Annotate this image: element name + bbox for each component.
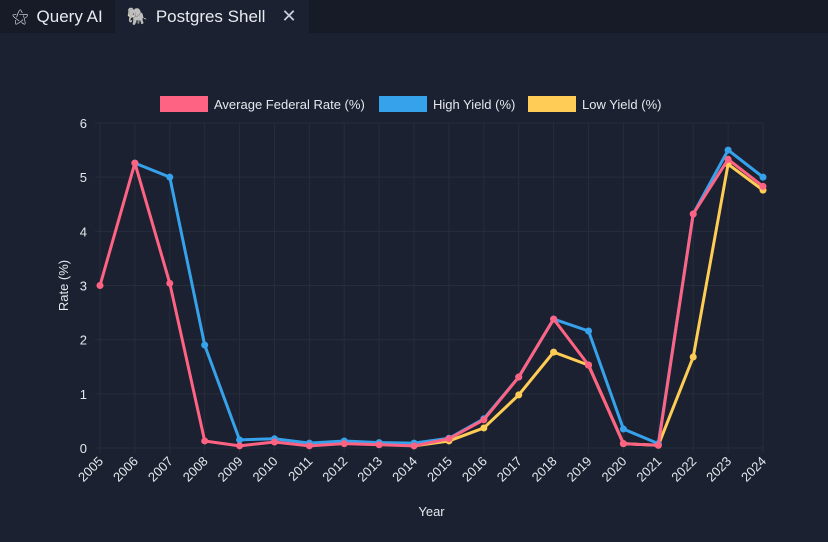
magic-wand-icon: ⚝ bbox=[12, 6, 29, 26]
data-point bbox=[305, 442, 313, 450]
data-point bbox=[585, 361, 593, 369]
data-point bbox=[166, 279, 174, 287]
x-tick-label: 2020 bbox=[598, 454, 629, 485]
postgres-elephant-icon: 🐘 bbox=[126, 6, 148, 26]
tab-query-ai[interactable]: ⚝ Query AI bbox=[0, 0, 115, 33]
data-point bbox=[236, 442, 244, 450]
x-tick-label: 2011 bbox=[285, 454, 315, 484]
tab-label: Query AI bbox=[36, 6, 103, 26]
x-tick-label: 2023 bbox=[703, 454, 734, 485]
x-tick-label: 2007 bbox=[145, 454, 176, 485]
close-icon[interactable]: ✕ bbox=[281, 6, 297, 26]
y-tick-label: 3 bbox=[80, 279, 87, 294]
data-point bbox=[724, 146, 732, 154]
data-point bbox=[724, 155, 732, 163]
y-tick-label: 6 bbox=[80, 116, 87, 131]
y-tick-label: 4 bbox=[80, 224, 87, 239]
data-point bbox=[585, 327, 593, 335]
data-point bbox=[515, 373, 523, 381]
legend-swatch bbox=[379, 96, 427, 112]
data-point bbox=[410, 442, 418, 450]
x-tick-label: 2015 bbox=[424, 454, 455, 485]
data-point bbox=[445, 435, 453, 443]
tab-postgres-shell[interactable]: 🐘 Postgres Shell ✕ bbox=[114, 0, 309, 33]
legend-swatch bbox=[528, 96, 576, 112]
data-point bbox=[131, 159, 139, 167]
legend-label: Low Yield (%) bbox=[582, 97, 661, 112]
x-tick-label: 2022 bbox=[668, 454, 699, 485]
data-point bbox=[689, 210, 697, 218]
x-tick-label: 2016 bbox=[459, 454, 490, 485]
y-tick-label: 2 bbox=[80, 333, 87, 348]
x-axis-title: Year bbox=[418, 504, 445, 519]
x-tick-label: 2018 bbox=[529, 454, 560, 485]
y-tick-label: 0 bbox=[80, 441, 87, 456]
x-tick-label: 2021 bbox=[633, 454, 664, 485]
legend-label: Average Federal Rate (%) bbox=[214, 97, 365, 112]
data-point bbox=[236, 436, 244, 444]
x-tick-label: 2012 bbox=[319, 454, 350, 485]
x-tick-label: 2005 bbox=[75, 454, 106, 485]
data-point bbox=[515, 391, 523, 399]
data-point bbox=[550, 348, 558, 356]
data-point bbox=[759, 173, 767, 181]
y-tick-label: 5 bbox=[80, 170, 87, 185]
data-point bbox=[201, 437, 209, 445]
x-tick-label: 2009 bbox=[215, 454, 246, 485]
x-tick-label: 2006 bbox=[110, 454, 141, 485]
x-tick-label: 2013 bbox=[354, 454, 385, 485]
data-point bbox=[270, 438, 278, 446]
x-tick-label: 2024 bbox=[738, 454, 769, 485]
data-point bbox=[654, 441, 662, 449]
y-axis-title: Rate (%) bbox=[56, 260, 71, 311]
data-point bbox=[550, 315, 558, 323]
legend-swatch bbox=[160, 96, 208, 112]
data-point bbox=[201, 341, 209, 349]
data-point bbox=[166, 173, 174, 181]
x-tick-label: 2019 bbox=[564, 454, 595, 485]
x-tick-label: 2008 bbox=[180, 454, 211, 485]
data-point bbox=[480, 424, 488, 432]
data-point bbox=[480, 416, 488, 424]
x-tick-label: 2017 bbox=[494, 454, 525, 485]
tab-bar: ⚝ Query AI 🐘 Postgres Shell ✕ bbox=[0, 0, 828, 33]
legend-label: High Yield (%) bbox=[433, 97, 515, 112]
data-point bbox=[619, 440, 627, 448]
y-tick-label: 1 bbox=[80, 387, 87, 402]
x-tick-label: 2014 bbox=[389, 454, 420, 485]
data-point bbox=[689, 353, 697, 361]
data-point bbox=[96, 282, 104, 289]
data-point bbox=[340, 440, 348, 448]
series-line bbox=[98, 157, 764, 448]
tab-label: Postgres Shell bbox=[155, 6, 266, 26]
data-point bbox=[375, 441, 383, 449]
data-point bbox=[619, 425, 627, 433]
x-tick-label: 2010 bbox=[250, 454, 281, 485]
data-point bbox=[759, 182, 767, 190]
